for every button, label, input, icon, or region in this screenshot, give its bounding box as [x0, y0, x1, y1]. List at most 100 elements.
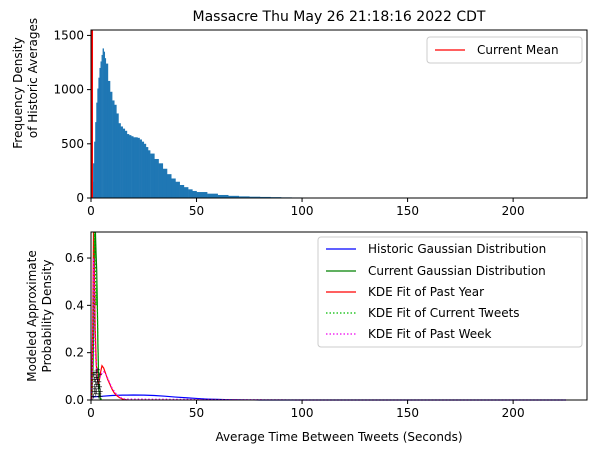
top-axes-frame [90, 29, 588, 199]
scatter-point: + [93, 388, 99, 396]
scatter-point: + [96, 378, 102, 386]
bottom-ytick-label: 0.6 [65, 251, 84, 265]
histogram-bar [179, 184, 185, 198]
scatter-point: + [97, 392, 103, 400]
top-xtick-label: 100 [291, 204, 314, 218]
histogram-bar [147, 150, 151, 198]
scatter-point: + [97, 383, 103, 391]
histogram-bar [249, 196, 261, 198]
legend-historic-gaussian-label: Historic Gaussian Distribution [368, 242, 546, 256]
bottom-ytick-label: 0.2 [65, 346, 84, 360]
scatter-point: + [93, 390, 99, 398]
scatter-point: + [98, 388, 104, 396]
scatter-point: + [92, 385, 98, 393]
histogram-bar [104, 58, 107, 198]
top-ytick-label: 1000 [53, 83, 84, 97]
kde-past-year-line [91, 231, 128, 401]
histogram-bar [112, 100, 115, 198]
bottom-xtick-label: 200 [502, 406, 525, 420]
histogram-bar [207, 193, 218, 198]
scatter-point: + [93, 373, 99, 381]
histogram-bar [217, 194, 229, 198]
scatter-point: + [95, 366, 101, 374]
histogram-bar [114, 104, 117, 198]
histogram-bar [154, 158, 159, 198]
histogram-bar [93, 163, 95, 198]
scatter-point: + [92, 369, 98, 377]
histogram-bar [259, 196, 271, 198]
bottom-ytick-label: 0.4 [65, 298, 84, 312]
scatter-point: + [96, 385, 102, 393]
top-ylabel-line-2: of Historic Averages [26, 18, 40, 138]
histogram-bar [238, 196, 250, 198]
top-ytick-label: 500 [61, 137, 84, 151]
histogram-bar [188, 189, 193, 198]
top-legend: Current Mean [426, 36, 583, 64]
histogram-bar [131, 136, 134, 198]
scatter-point: + [94, 373, 100, 381]
bottom-xtick-label: 150 [396, 406, 419, 420]
histogram-bar [124, 130, 128, 198]
bottom-xtick-label: 50 [189, 406, 204, 420]
bottom-legend: Historic Gaussian Distribution Current G… [317, 236, 583, 348]
scatter-point: + [96, 390, 102, 398]
histogram-bar [122, 128, 126, 198]
scatter-point: + [92, 378, 98, 386]
histogram-bar [109, 91, 113, 198]
scatter-point: + [92, 383, 98, 391]
bottom-xlabel: Average Time Between Tweets (Seconds) [215, 430, 462, 444]
histogram-bar [133, 137, 136, 198]
histogram-bar [120, 126, 123, 198]
scatter-point: + [97, 371, 103, 379]
top-xtick-label: 150 [396, 204, 419, 218]
legend-kde-current-label: KDE Fit of Current Tweets [368, 306, 520, 320]
histogram-bar [98, 77, 100, 198]
kde-past-week-line [91, 258, 566, 401]
density-panel: +++++++++++++++++++++++++++ 0 50 100 150 200… [25, 231, 588, 444]
bottom-ylabel-line-2: Probability Density [40, 260, 54, 373]
histogram-bar [100, 61, 102, 199]
histogram-bar [102, 48, 104, 198]
scatter-point: + [91, 371, 97, 379]
histogram-bar [145, 147, 149, 198]
scatter-point: + [91, 388, 97, 396]
scatter-point: + [94, 380, 100, 388]
scatter-point: + [94, 376, 100, 384]
legend-kde-year-label: KDE Fit of Past Year [368, 285, 484, 299]
histogram-bar [141, 141, 145, 198]
histogram-bar [166, 174, 172, 198]
histogram-bar [158, 163, 164, 198]
histogram-bar [126, 134, 130, 198]
legend-kde-week-label: KDE Fit of Past Week [368, 327, 492, 341]
histogram-bar [183, 187, 189, 198]
histogram-bar [116, 113, 119, 198]
scatter-point: + [92, 376, 98, 384]
bottom-axes-frame [90, 231, 588, 401]
bottom-xtick-label: 100 [291, 406, 314, 420]
top-xtick-label: 0 [87, 204, 95, 218]
histogram-bar [118, 123, 121, 198]
legend-current-mean-label: Current Mean [477, 43, 559, 57]
histogram-bar [143, 143, 147, 198]
scatter-point: + [95, 378, 101, 386]
top-ytick-label: 0 [76, 191, 84, 205]
histogram-bar [196, 192, 208, 198]
legend-current-gaussian-label: Current Gaussian Distribution [368, 264, 546, 278]
histogram-bar [103, 51, 106, 199]
histogram-bar [139, 139, 142, 198]
histogram-bar [162, 168, 168, 198]
scatter-point: + [91, 392, 97, 400]
scatter-point: + [96, 392, 102, 400]
histogram-bar [97, 88, 99, 198]
bottom-ylabel-line-1: Modeled Approximate [25, 250, 39, 382]
histogram-bar [101, 54, 103, 198]
top-xtick-label: 200 [502, 204, 525, 218]
histogram-bar [99, 67, 101, 198]
histogram-bar [94, 141, 96, 198]
histogram-bar [175, 181, 180, 198]
scatter-point: + [95, 383, 101, 391]
top-ytick-label: 1500 [53, 28, 84, 42]
histogram-bar [171, 178, 176, 198]
scatter-point: + [94, 369, 100, 377]
